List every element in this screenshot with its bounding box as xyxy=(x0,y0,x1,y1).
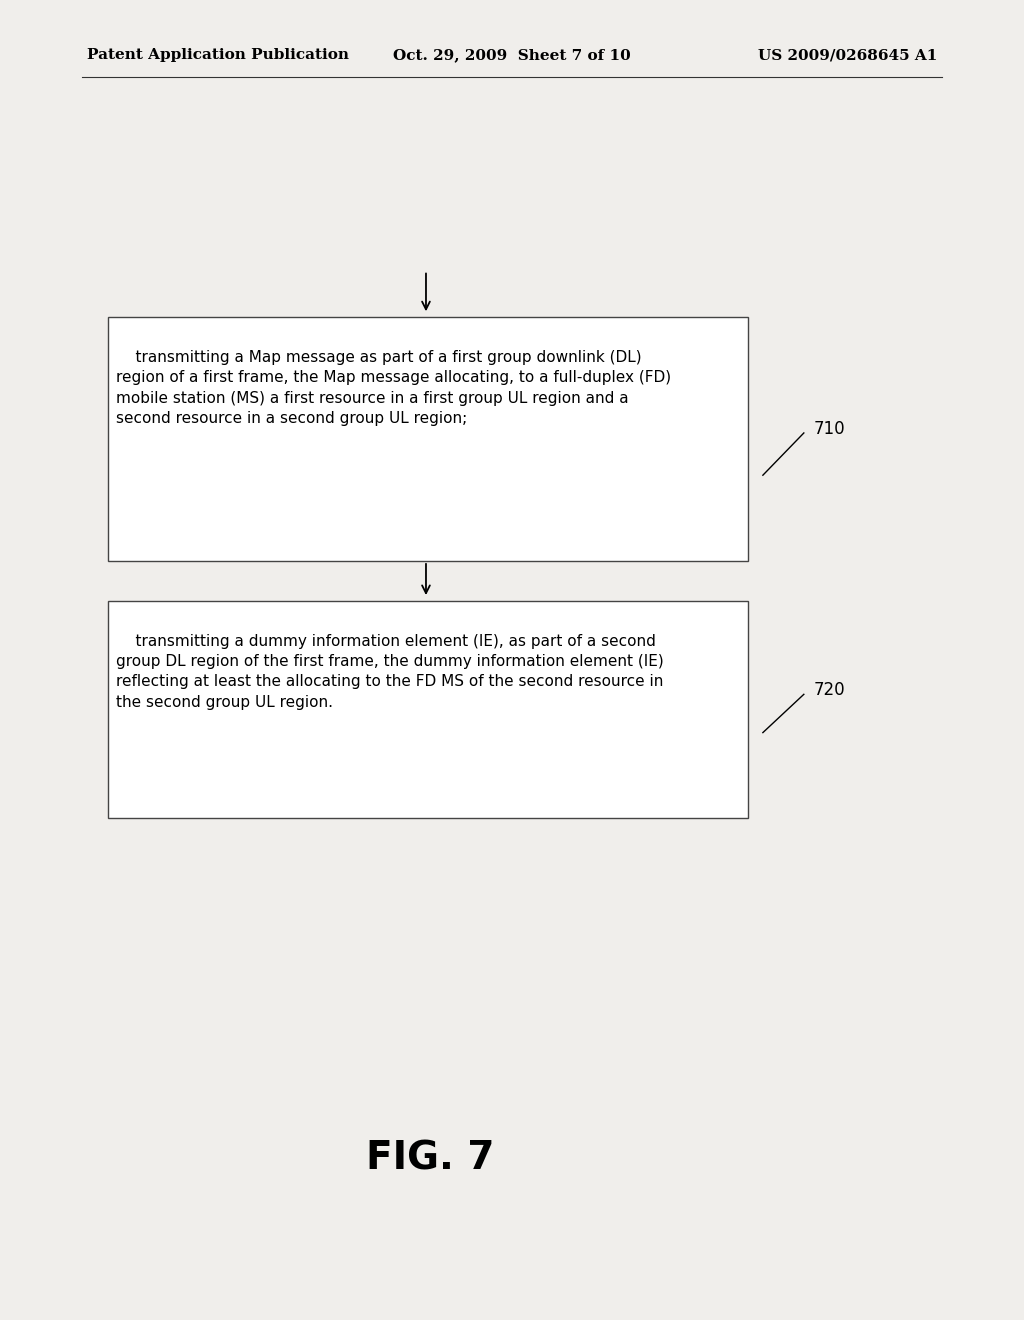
Text: 710: 710 xyxy=(814,420,846,438)
Text: transmitting a Map message as part of a first group downlink (DL)
region of a fi: transmitting a Map message as part of a … xyxy=(116,350,671,426)
Text: Patent Application Publication: Patent Application Publication xyxy=(87,49,349,62)
Text: US 2009/0268645 A1: US 2009/0268645 A1 xyxy=(758,49,937,62)
Text: FIG. 7: FIG. 7 xyxy=(366,1140,495,1177)
Text: transmitting a dummy information element (IE), as part of a second
group DL regi: transmitting a dummy information element… xyxy=(116,634,664,710)
Bar xyxy=(108,317,748,561)
Bar xyxy=(108,601,748,818)
Text: Oct. 29, 2009  Sheet 7 of 10: Oct. 29, 2009 Sheet 7 of 10 xyxy=(393,49,631,62)
Text: 720: 720 xyxy=(814,681,846,700)
